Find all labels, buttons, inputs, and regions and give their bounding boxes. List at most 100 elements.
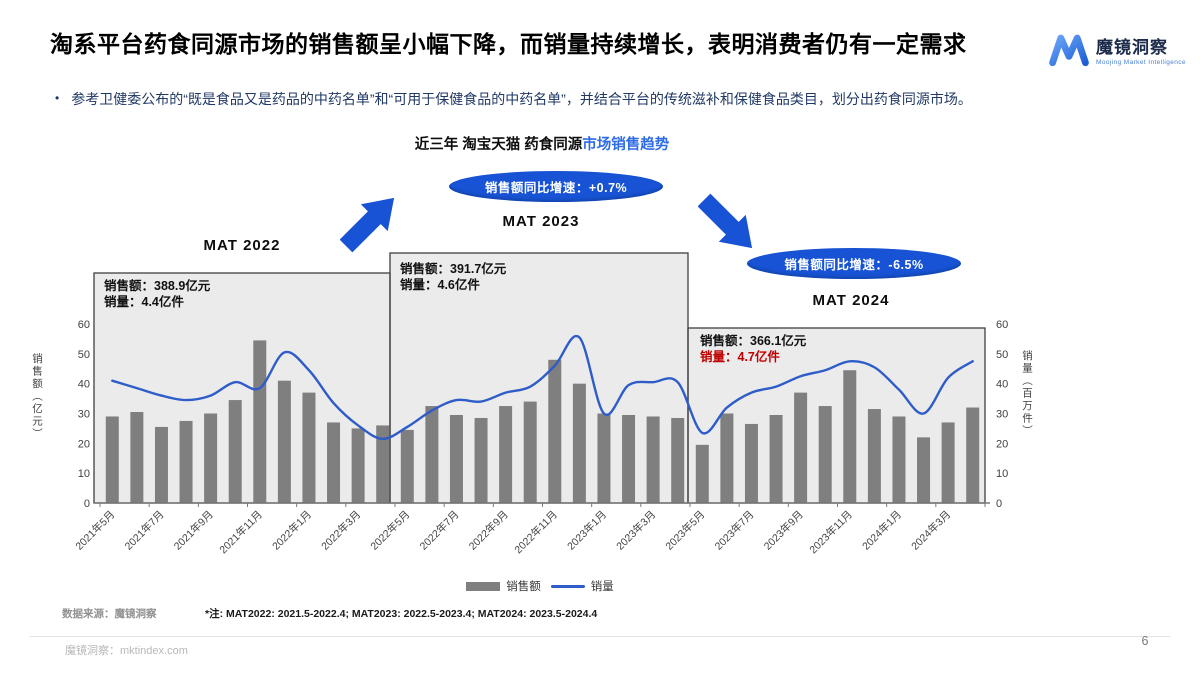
mat-range-note: *注: MAT2022: 2021.5-2022.4; MAT2023: 202… [205,608,598,620]
x-axis-tick-label: 2022年5月 [368,508,413,553]
x-axis-tick-label: 2024年1月 [859,508,904,553]
sales-bar [105,416,119,503]
y-axis-tick-label-left: 50 [78,349,90,361]
x-axis-tick-label: 2023年9月 [761,508,806,553]
sales-bar [179,420,193,503]
sales-bar [376,425,390,503]
bullet-text: 参考卫健委公布的“既是食品又是药品的中药名单”和“可用于保健食品的中药名单”，并… [71,91,972,107]
sales-bar [499,406,513,503]
sales-bar [400,429,414,503]
sales-bar [966,407,980,503]
brand-logo: 魔镜洞察 Moojing Market Intelligence [1048,30,1186,68]
logo-name: 魔镜洞察 [1096,37,1168,57]
down-right-arrow-icon [698,193,753,249]
sales-bar [941,422,955,503]
sales-bar [277,380,291,503]
y-axis-tick-label-left: 20 [78,438,90,450]
sales-bar [695,444,709,503]
y-axis-tick-label-left: 30 [78,409,90,421]
sales-bar [818,406,832,503]
x-axis-tick-label: 2022年3月 [319,508,364,553]
sales-bar [917,437,931,503]
x-axis-tick-label: 2022年11月 [512,508,560,556]
x-axis-tick-label: 2021年9月 [171,508,216,553]
x-axis-tick-label: 2021年5月 [73,508,118,553]
highlight-box-fill-1 [390,253,688,503]
legend-line-label: 销量 [590,581,614,593]
mat2023-volume-value: 销量：4.6亿件 [400,278,480,292]
x-axis-tick-label: 2022年1月 [269,508,314,553]
sales-bar [720,413,734,503]
mat2024-sales-value: 销售额：366.1亿元 [700,334,807,348]
bullet-marker: • [55,91,60,105]
sales-bar [572,383,586,503]
y-axis-tick-label-left: 60 [78,319,90,331]
y-axis-tick-label-right: 50 [996,349,1008,361]
y-axis-tick-label-right: 30 [996,409,1008,421]
sales-bar [351,428,365,503]
bullet-item: • 参考卫健委公布的“既是食品又是药品的中药名单”和“可用于保健食品的中药名单”… [55,89,1015,111]
growth-badge-mat2023: 销售额同比增速：+0.7% [449,171,663,202]
up-right-arrow-icon [340,197,395,253]
mat2023-stats: 销售额：391.7亿元 销量：4.6亿件 [400,261,506,293]
y-axis-title-left: 销售额（亿元） [31,353,43,441]
sales-bar [154,426,168,503]
page-title: 淘系平台药食同源市场的销售额呈小幅下降，而销量持续增长，表明消费者仍有一定需求 [50,31,967,57]
x-axis-tick-label: 2023年5月 [663,508,708,553]
sales-bar [671,417,685,503]
legend-item-sales: 销售额 [466,578,541,594]
x-axis-tick-label: 2023年3月 [614,508,659,553]
x-axis-tick-label: 2021年7月 [122,508,167,553]
y-axis-tick-label-right: 0 [996,498,1002,510]
logo-subtitle: Moojing Market Intelligence [1096,58,1186,66]
sales-bar [228,400,242,503]
footer-divider [30,636,1170,637]
mat2022-sales-value: 销售额：388.9亿元 [104,279,211,293]
chart-legend: 销售额 销量 [60,578,1020,594]
sales-bar [548,359,562,503]
sales-bar [597,413,611,503]
mat2022-volume-value: 销量：4.4亿件 [104,295,184,309]
mat2022-label: MAT 2022 [203,237,281,254]
chart-title: 近三年 淘宝天猫 药食同源市场销售趋势 [242,133,842,154]
sales-bar [253,340,267,503]
x-axis-tick-label: 2023年11月 [807,508,855,556]
sales-bar [474,417,488,503]
chart-title-main: 近三年 淘宝天猫 药食同源 [414,137,583,153]
x-axis-tick-label: 2024年3月 [909,508,954,553]
highlight-box-fill-2 [688,328,985,503]
sales-bar [622,414,636,503]
line-swatch-icon [550,584,585,588]
y-axis-tick-label-right: 60 [996,319,1008,331]
sales-bar [449,414,463,503]
sales-bar [892,416,906,503]
legend-item-volume: 销量 [550,578,614,594]
sales-bar [769,414,783,503]
sales-bar [327,422,341,503]
sales-bar [794,392,808,503]
page-number: 6 [1141,634,1149,648]
y-axis-title-right: 销量（百万件） [1021,350,1033,438]
sales-bar [744,423,758,503]
legend-bar-label: 销售额 [506,581,541,593]
sales-bar [130,412,144,503]
y-axis-tick-label-left: 10 [78,468,90,480]
sales-bar [204,413,218,503]
x-axis-tick-label: 2022年9月 [466,508,511,553]
mat2023-sales-value: 销售额：391.7亿元 [400,262,507,276]
data-source-note: 数据来源：魔镜洞察 [62,608,157,620]
sales-bar [646,416,660,503]
chart-title-highlight: 市场销售趋势 [582,137,670,153]
bar-swatch-icon [466,581,501,591]
mat2024-label: MAT 2024 [812,292,890,309]
y-axis-tick-label-left: 0 [84,498,90,510]
mat2022-stats: 销售额：388.9亿元 销量：4.4亿件 [104,278,210,310]
sales-bar [843,370,857,503]
y-axis-tick-label-right: 20 [996,438,1008,450]
sales-bar [867,409,881,503]
x-axis-tick-label: 2021年11月 [217,508,265,556]
growth-badge-mat2024: 销售额同比增速：-6.5% [747,248,961,279]
volume-line [111,334,974,441]
y-axis-tick-label-left: 40 [78,379,90,391]
